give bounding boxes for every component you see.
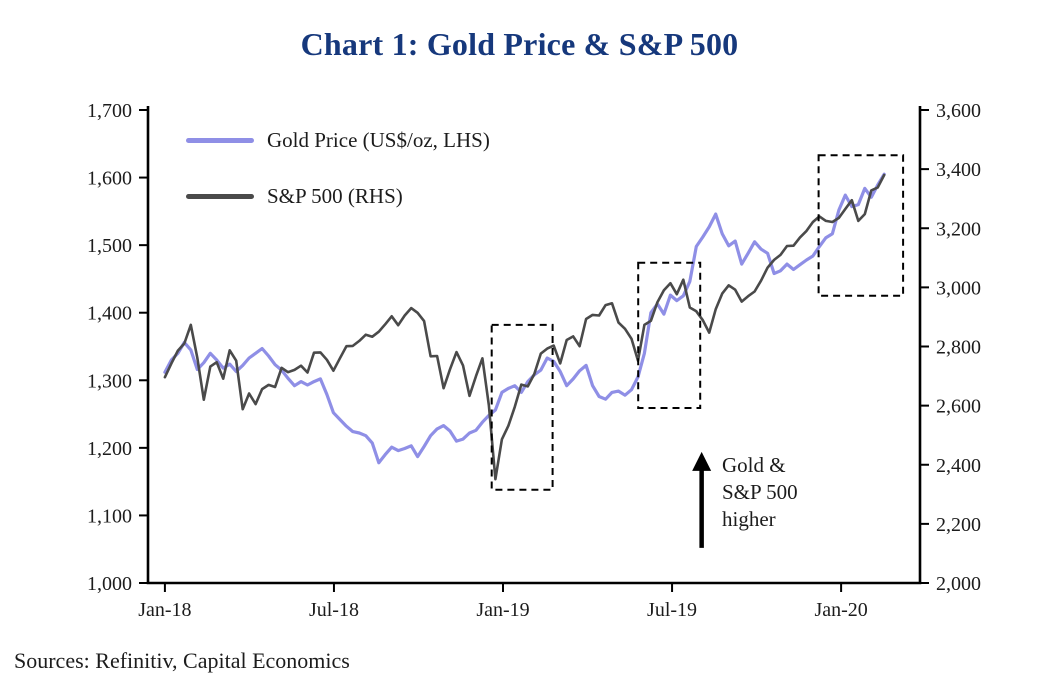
highlight-box [817, 154, 905, 297]
highlight-box [637, 261, 702, 410]
y-tick-label-right: 2,400 [936, 455, 981, 477]
y-tick-label-right: 2,200 [936, 514, 981, 536]
gold-price-line [163, 172, 886, 465]
legend-item-sp500: S&P 500 (RHS) [186, 184, 403, 209]
x-tick-label: Jan-19 [476, 599, 529, 621]
legend-label-gold: Gold Price (US$/oz, LHS) [267, 128, 490, 152]
y-tick-label-left: 1,500 [87, 235, 132, 257]
sp500-line-swatch [186, 194, 254, 199]
y-tick-label-right: 2,600 [936, 396, 981, 418]
up-arrow-head [692, 451, 712, 471]
chart-title: Chart 1: Gold Price & S&P 500 [300, 26, 739, 62]
y-tick-label-left: 1,600 [87, 168, 132, 190]
legend-label-sp500: S&P 500 (RHS) [267, 184, 403, 208]
highlight-box [490, 323, 554, 491]
x-tick-label: Jul-18 [309, 599, 359, 621]
y-tick-label-left: 1,200 [87, 438, 132, 460]
y-tick-label-right: 2,000 [936, 573, 981, 595]
y-tick-label-left: 1,000 [87, 573, 132, 595]
y-tick-label-left: 1,300 [87, 370, 132, 392]
y-tick-label-left: 1,100 [87, 505, 132, 527]
sp500-line [163, 173, 886, 481]
y-tick-label-left: 1,400 [87, 303, 132, 325]
x-tick-label: Jan-18 [138, 599, 191, 621]
x-tick-label: Jan-20 [814, 599, 867, 621]
y-tick-label-right: 3,200 [936, 218, 981, 240]
y-tick-label-left: 1,700 [87, 100, 132, 122]
y-tick-label-right: 3,600 [936, 100, 981, 122]
gold-line-swatch [186, 138, 254, 143]
sources-note: Sources: Refinitiv, Capital Economics [14, 648, 350, 673]
y-tick-label-right: 2,800 [936, 337, 981, 359]
legend-item-gold: Gold Price (US$/oz, LHS) [186, 128, 490, 153]
y-tick-label-right: 3,400 [936, 159, 981, 181]
y-tick-label-right: 3,000 [936, 277, 981, 299]
annotation-text: Gold & S&P 500 higher [722, 453, 798, 531]
x-tick-label: Jul-19 [647, 599, 697, 621]
